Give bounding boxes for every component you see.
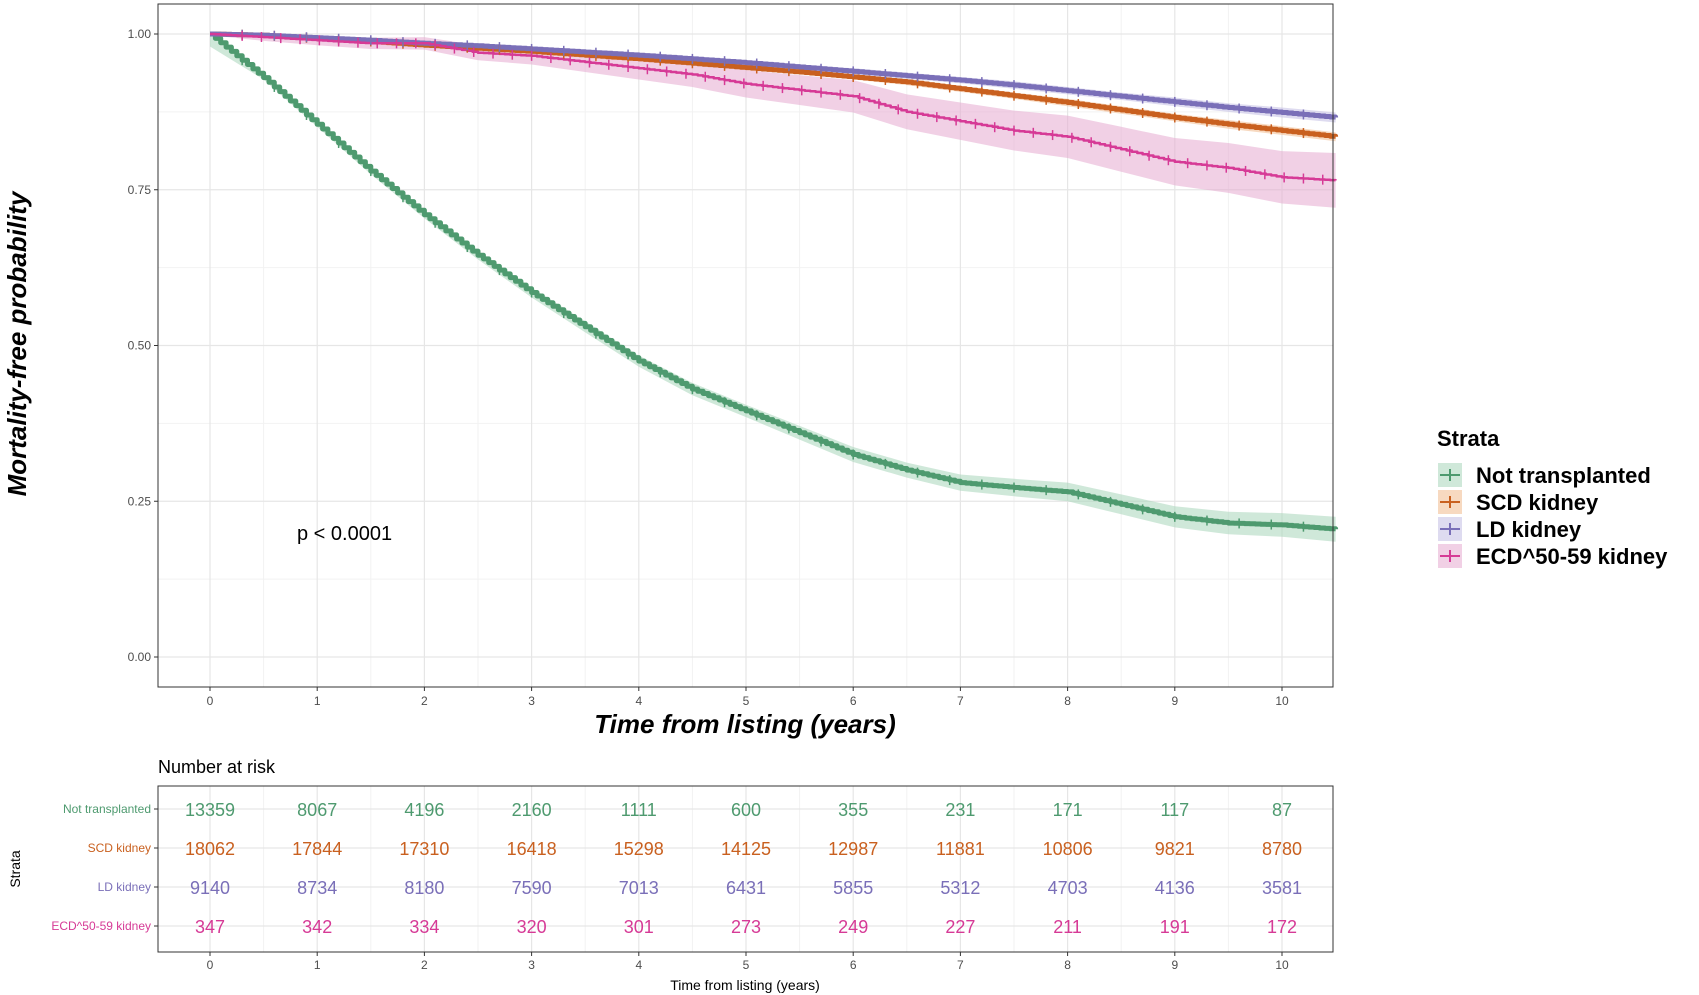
risk-count: 172 xyxy=(1267,917,1297,937)
risk-count: 4136 xyxy=(1155,878,1195,898)
x-tick-label: 4 xyxy=(635,694,642,708)
risk-x-tick-label: 2 xyxy=(421,958,428,972)
risk-row-label: Not transplanted xyxy=(63,802,151,816)
risk-row-label: LD kidney xyxy=(98,880,151,894)
risk-count: 18062 xyxy=(185,839,235,859)
main-axes: 0 1 2 3 4 5 6 7 8 9 10 0.00 0.25 0.50 0.75 1.00 xyxy=(128,27,1289,708)
y-axis-label: Mortality-free probability xyxy=(2,190,32,496)
risk-count: 600 xyxy=(731,800,761,820)
risk-table-x-label: Time from listing (years) xyxy=(670,977,820,993)
risk-count: 17310 xyxy=(399,839,449,859)
risk-x-tick-label: 0 xyxy=(207,958,214,972)
risk-count: 14125 xyxy=(721,839,771,859)
risk-count: 9821 xyxy=(1155,839,1195,859)
x-tick-label: 0 xyxy=(207,694,214,708)
survival-curve xyxy=(210,31,1339,532)
legend-title: Strata xyxy=(1437,426,1500,451)
risk-table-y-title: Strata xyxy=(7,850,23,888)
risk-x-tick-label: 10 xyxy=(1275,958,1289,972)
x-axis-label: Time from listing (years) xyxy=(594,709,896,739)
p-value-annotation: p < 0.0001 xyxy=(297,523,392,545)
risk-count: 87 xyxy=(1272,800,1292,820)
survival-curve xyxy=(210,31,1339,120)
x-tick-label: 9 xyxy=(1171,694,1178,708)
risk-count: 191 xyxy=(1160,917,1190,937)
risk-count: 211 xyxy=(1053,917,1082,937)
risk-count: 8734 xyxy=(297,878,337,898)
x-tick-label: 8 xyxy=(1064,694,1071,708)
risk-table: Not transplanted 13359 8067 4196 2160 1111 600… xyxy=(51,800,1302,972)
risk-count: 8067 xyxy=(297,800,337,820)
risk-count: 8180 xyxy=(404,878,444,898)
risk-count: 355 xyxy=(838,800,868,820)
risk-x-tick-label: 9 xyxy=(1171,958,1178,972)
legend-label: ECD^50-59 kidney xyxy=(1476,544,1668,569)
risk-count: 320 xyxy=(517,917,547,937)
risk-count: 13359 xyxy=(185,800,235,820)
x-tick-label: 6 xyxy=(850,694,857,708)
x-tick-label: 1 xyxy=(314,694,321,708)
censor-marks xyxy=(241,29,1324,532)
risk-x-tick-label: 8 xyxy=(1064,958,1071,972)
risk-count: 6431 xyxy=(726,878,766,898)
risk-count: 227 xyxy=(945,917,975,937)
risk-x-tick-label: 1 xyxy=(314,958,321,972)
x-tick-label: 5 xyxy=(743,694,750,708)
risk-count: 5855 xyxy=(833,878,873,898)
y-tick-label: 0.25 xyxy=(128,494,152,508)
risk-count: 347 xyxy=(195,917,225,937)
risk-count: 4196 xyxy=(404,800,444,820)
legend-label: Not transplanted xyxy=(1476,463,1651,488)
risk-count: 7590 xyxy=(512,878,552,898)
risk-count: 12987 xyxy=(828,839,878,859)
risk-count: 334 xyxy=(409,917,439,937)
risk-count: 4703 xyxy=(1048,878,1088,898)
risk-count: 301 xyxy=(624,917,654,937)
risk-count: 11881 xyxy=(936,839,985,859)
risk-table-title: Number at risk xyxy=(158,757,276,777)
risk-count: 5312 xyxy=(940,878,980,898)
risk-count: 117 xyxy=(1160,800,1189,820)
risk-row-label: ECD^50-59 kidney xyxy=(51,919,151,933)
risk-count: 9140 xyxy=(190,878,230,898)
risk-count: 273 xyxy=(731,917,761,937)
x-tick-label: 2 xyxy=(421,694,428,708)
risk-x-tick-label: 4 xyxy=(635,958,642,972)
legend-label: LD kidney xyxy=(1476,517,1582,542)
y-tick-label: 0.50 xyxy=(128,339,152,353)
risk-x-tick-label: 3 xyxy=(528,958,535,972)
risk-count: 2160 xyxy=(512,800,552,820)
confidence-band xyxy=(210,34,1336,208)
y-tick-label: 0.75 xyxy=(128,183,152,197)
risk-count: 1111 xyxy=(621,800,657,820)
risk-count: 15298 xyxy=(614,839,664,859)
main-grid xyxy=(158,4,1333,687)
risk-row-label: SCD kidney xyxy=(88,841,151,855)
risk-x-tick-label: 6 xyxy=(850,958,857,972)
risk-count: 249 xyxy=(838,917,868,937)
risk-count: 8780 xyxy=(1262,839,1302,859)
risk-count: 16418 xyxy=(507,839,557,859)
risk-table-grid xyxy=(158,786,1333,952)
risk-count: 171 xyxy=(1053,800,1083,820)
risk-count: 3581 xyxy=(1262,878,1302,898)
y-tick-label: 1.00 xyxy=(128,27,152,41)
confidence-bands xyxy=(210,34,1336,542)
legend-label: SCD kidney xyxy=(1476,490,1599,515)
risk-x-tick-label: 7 xyxy=(957,958,964,972)
x-tick-label: 10 xyxy=(1275,694,1289,708)
y-tick-label: 0.00 xyxy=(128,650,152,664)
risk-count: 342 xyxy=(302,917,332,937)
risk-count: 17844 xyxy=(292,839,342,859)
x-tick-label: 7 xyxy=(957,694,964,708)
x-tick-label: 3 xyxy=(528,694,535,708)
risk-count: 231 xyxy=(945,800,975,820)
risk-count: 7013 xyxy=(619,878,659,898)
risk-x-tick-label: 5 xyxy=(743,958,750,972)
risk-count: 10806 xyxy=(1043,839,1093,859)
